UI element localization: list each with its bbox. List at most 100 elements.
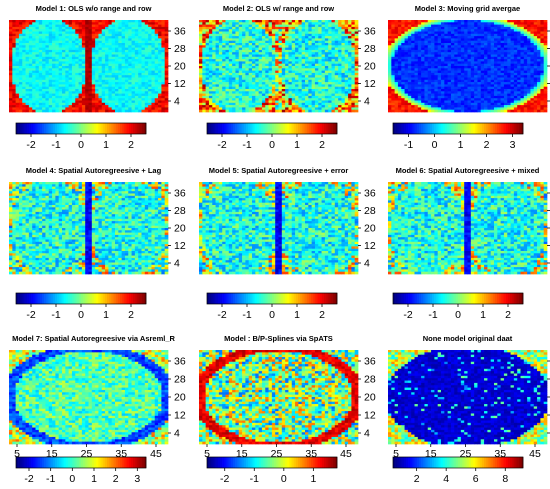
heatmap-cell	[68, 77, 73, 81]
heatmap-cell	[537, 63, 541, 67]
heatmap-cell	[9, 89, 13, 92]
heatmap-cell	[305, 107, 309, 111]
heatmap-cell	[530, 63, 535, 67]
heatmap-cell	[48, 49, 53, 53]
heatmap-cell	[15, 43, 20, 46]
heatmap-cell	[225, 38, 230, 42]
heatmap-cell	[228, 89, 233, 92]
heatmap-cell	[255, 22, 259, 25]
heatmap-cell	[421, 45, 425, 48]
heatmap-cell	[318, 38, 322, 42]
heatmap-cell	[154, 45, 159, 48]
heatmap-cell	[124, 105, 129, 108]
heatmap-cell	[301, 49, 306, 53]
heatmap-cell	[215, 79, 220, 83]
heatmap-cell	[427, 63, 432, 67]
heatmap-cell	[12, 38, 16, 42]
heatmap-cell	[238, 89, 243, 92]
heatmap-cell	[301, 86, 306, 90]
heatmap-cell	[421, 36, 425, 39]
heatmap-cell	[58, 26, 63, 30]
heatmap-cell	[98, 95, 103, 99]
heatmap-cell	[218, 43, 223, 46]
heatmap-cell	[71, 29, 76, 32]
heatmap-cell	[144, 49, 149, 53]
heatmap-cell	[503, 54, 508, 58]
heatmap-cell	[328, 89, 332, 92]
heatmap-cell	[427, 61, 432, 65]
heatmap-cell	[62, 49, 66, 53]
heatmap-cell	[275, 77, 279, 81]
heatmap-cell	[275, 36, 279, 39]
heatmap-cell	[494, 54, 498, 58]
heatmap-cell	[45, 98, 50, 101]
heatmap-cell	[248, 29, 253, 32]
heatmap-cell	[111, 75, 116, 78]
heatmap-cell	[414, 31, 419, 35]
heatmap-cell	[75, 33, 79, 37]
heatmap-cell	[454, 56, 458, 60]
heatmap-cell	[424, 61, 429, 65]
heatmap-cell	[52, 68, 56, 71]
heatmap-cell	[447, 63, 452, 67]
heatmap-cell	[308, 66, 312, 69]
heatmap-cell	[42, 20, 46, 23]
heatmap-cell	[95, 26, 99, 30]
heatmap-cell	[68, 93, 73, 97]
heatmap-cell	[494, 24, 498, 28]
heatmap-cell	[144, 86, 149, 90]
heatmap-cell	[338, 43, 342, 46]
heatmap-cell	[118, 38, 122, 42]
heatmap-cell	[334, 36, 339, 39]
heatmap-cell	[454, 24, 458, 28]
heatmap-cell	[81, 22, 86, 25]
heatmap-cell	[124, 72, 129, 76]
heatmap-cell	[464, 40, 468, 44]
heatmap-cell	[78, 89, 83, 92]
heatmap-cell	[225, 82, 230, 85]
heatmap-cell	[151, 29, 156, 32]
heatmap-cell	[95, 49, 99, 53]
heatmap-cell	[81, 105, 86, 108]
heatmap-cell	[151, 72, 156, 76]
heatmap-cell	[88, 20, 93, 23]
heatmap-cell	[457, 56, 462, 60]
heatmap-cell	[351, 49, 356, 53]
heatmap-cell	[324, 98, 329, 101]
heatmap-cell	[261, 56, 266, 60]
heatmap-cell	[202, 100, 206, 104]
heatmap-cell	[341, 77, 346, 81]
heatmap-cell	[321, 56, 326, 60]
heatmap-cell	[540, 33, 545, 37]
heatmap-cell	[388, 66, 392, 69]
heatmap-cell	[228, 61, 233, 65]
heatmap-cell	[28, 77, 33, 81]
heatmap-cell	[391, 40, 395, 44]
heatmap-cell	[151, 24, 156, 28]
heatmap-cell	[144, 40, 149, 44]
heatmap-cell	[454, 38, 458, 42]
heatmap-cell	[225, 29, 230, 32]
heatmap-cell	[305, 36, 309, 39]
heatmap-cell	[450, 26, 455, 30]
heatmap-cell	[388, 20, 392, 23]
heatmap-cell	[314, 33, 319, 37]
heatmap-cell	[517, 20, 521, 23]
heatmap-cell	[121, 40, 126, 44]
heatmap-cell	[530, 38, 535, 42]
heatmap-cell	[324, 102, 329, 106]
heatmap-cell	[134, 47, 139, 51]
heatmap-cell	[275, 91, 279, 94]
heatmap-cell	[341, 109, 346, 113]
heatmap-cell	[128, 40, 132, 44]
colorbar-segment	[120, 123, 123, 134]
heatmap-cell	[494, 47, 498, 51]
heatmap-cell	[494, 61, 498, 65]
heatmap-cell	[268, 105, 273, 108]
heatmap-cell	[141, 95, 146, 99]
colorbar-segment	[33, 123, 36, 134]
heatmap-cell	[513, 47, 518, 51]
heatmap-cell	[108, 59, 113, 62]
heatmap-cell	[158, 100, 162, 104]
heatmap-cell	[421, 29, 425, 32]
